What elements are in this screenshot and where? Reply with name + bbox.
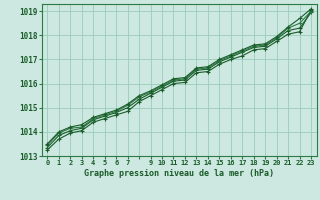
X-axis label: Graphe pression niveau de la mer (hPa): Graphe pression niveau de la mer (hPa)	[84, 169, 274, 178]
